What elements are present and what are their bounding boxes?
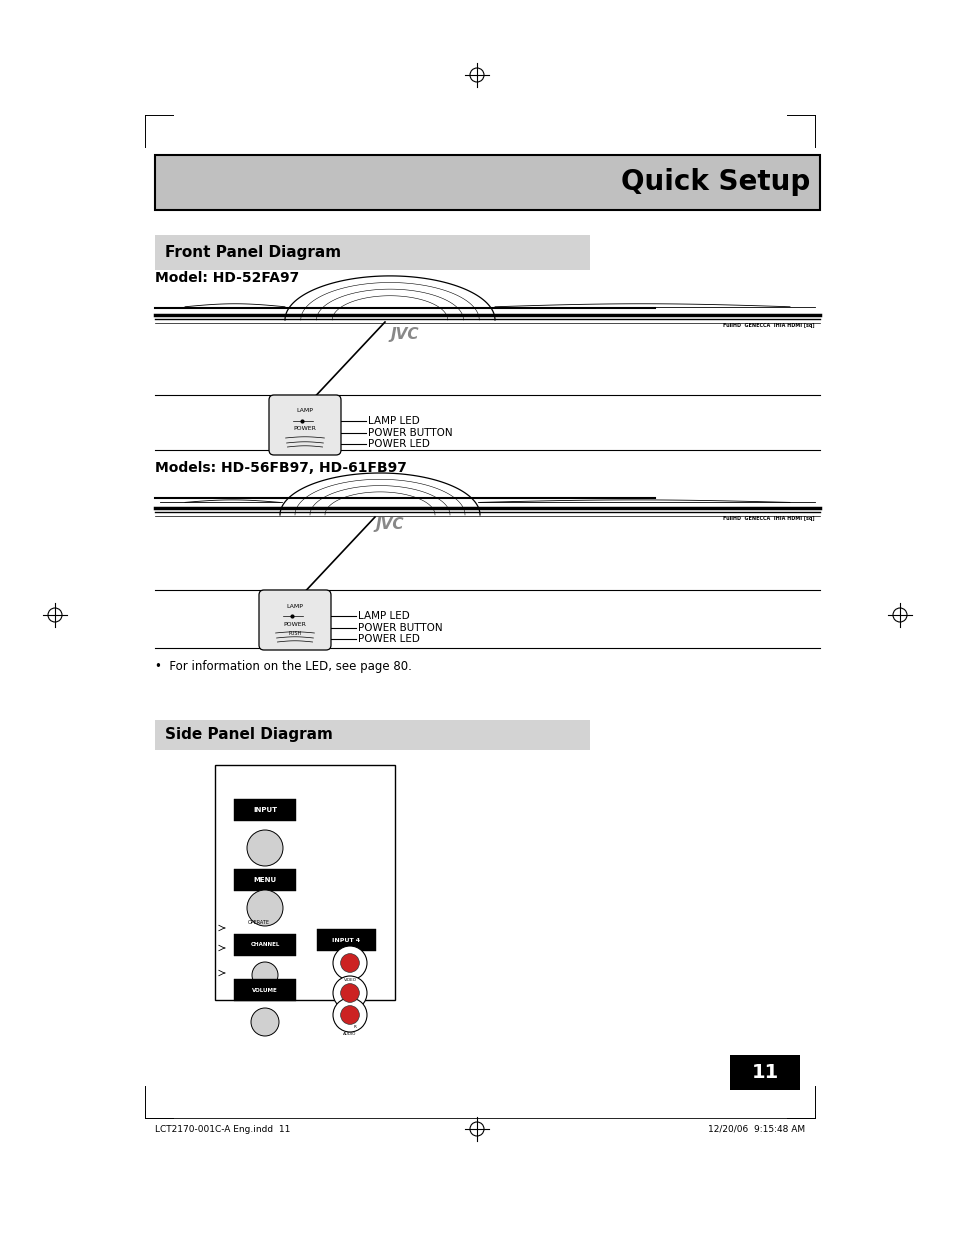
Circle shape: [333, 998, 367, 1032]
Circle shape: [333, 976, 367, 1010]
Text: PUSH: PUSH: [288, 631, 301, 636]
FancyBboxPatch shape: [233, 869, 295, 890]
Text: LAMP: LAMP: [296, 409, 314, 414]
FancyBboxPatch shape: [729, 1055, 800, 1091]
Circle shape: [340, 953, 359, 972]
Text: FullHD  GENECCA  IHIA HDMI [sq]: FullHD GENECCA IHIA HDMI [sq]: [722, 324, 814, 329]
Text: POWER: POWER: [283, 621, 306, 626]
Text: LAMP: LAMP: [286, 604, 303, 609]
Text: JVC: JVC: [375, 517, 404, 532]
Text: Front Panel Diagram: Front Panel Diagram: [165, 245, 341, 261]
Text: LCT2170-001C-A Eng.indd  11: LCT2170-001C-A Eng.indd 11: [154, 1125, 290, 1134]
Text: OPERATE: OPERATE: [248, 920, 270, 925]
Circle shape: [340, 1005, 359, 1024]
Text: POWER BUTTON: POWER BUTTON: [357, 622, 442, 634]
Text: L/MONO: L/MONO: [341, 990, 358, 994]
Text: Model: HD-52FA97: Model: HD-52FA97: [154, 270, 299, 285]
Text: Quick Setup: Quick Setup: [620, 168, 809, 196]
Text: AUDIO: AUDIO: [343, 1032, 356, 1036]
Text: VOLUME: VOLUME: [252, 988, 277, 993]
Circle shape: [251, 1008, 278, 1036]
FancyBboxPatch shape: [233, 799, 295, 821]
Text: 11: 11: [751, 1063, 778, 1082]
FancyBboxPatch shape: [154, 156, 820, 210]
Circle shape: [247, 890, 283, 926]
Text: POWER: POWER: [294, 426, 316, 431]
Text: POWER BUTTON: POWER BUTTON: [368, 429, 452, 438]
Text: POWER LED: POWER LED: [357, 634, 419, 643]
Text: POWER LED: POWER LED: [368, 438, 430, 450]
Circle shape: [333, 946, 367, 981]
Text: FullHD  GENECCA  IHIA HDMI [sq]: FullHD GENECCA IHIA HDMI [sq]: [722, 516, 814, 521]
FancyBboxPatch shape: [214, 764, 395, 1000]
Text: •  For information on the LED, see page 80.: • For information on the LED, see page 8…: [154, 659, 412, 673]
FancyBboxPatch shape: [154, 235, 589, 270]
Text: Side Panel Diagram: Side Panel Diagram: [165, 727, 333, 742]
Text: R: R: [354, 1025, 356, 1029]
Circle shape: [340, 983, 359, 1003]
Text: 12/20/06  9:15:48 AM: 12/20/06 9:15:48 AM: [707, 1125, 804, 1134]
Circle shape: [247, 830, 283, 866]
Text: LAMP LED: LAMP LED: [357, 611, 410, 621]
Text: Models: HD-56FB97, HD-61FB97: Models: HD-56FB97, HD-61FB97: [154, 461, 406, 475]
FancyBboxPatch shape: [316, 929, 375, 951]
Text: JVC: JVC: [391, 327, 419, 342]
FancyBboxPatch shape: [233, 934, 295, 956]
FancyBboxPatch shape: [258, 590, 331, 650]
FancyBboxPatch shape: [233, 979, 295, 1002]
Text: LAMP LED: LAMP LED: [368, 416, 419, 426]
FancyBboxPatch shape: [154, 720, 589, 750]
Text: INPUT 4: INPUT 4: [332, 937, 360, 942]
FancyBboxPatch shape: [269, 395, 340, 454]
Circle shape: [252, 962, 277, 988]
Text: INPUT: INPUT: [253, 806, 276, 813]
Text: CHANNEL: CHANNEL: [250, 942, 279, 947]
Text: VIDEO: VIDEO: [343, 978, 356, 982]
Text: MENU: MENU: [253, 877, 276, 883]
